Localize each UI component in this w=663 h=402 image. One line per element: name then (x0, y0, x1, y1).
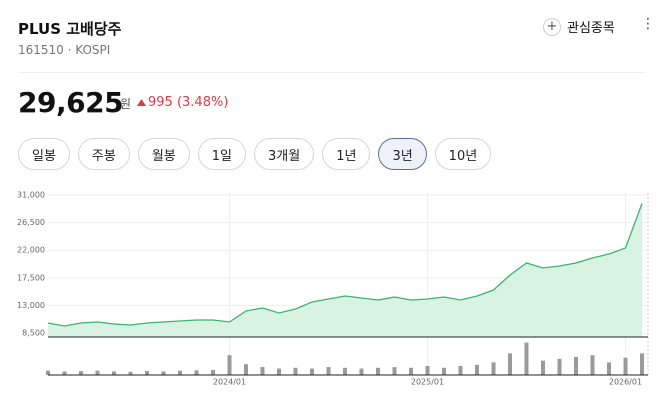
volume-bar (244, 364, 248, 375)
volume-bar (623, 357, 628, 375)
volume-bar (161, 371, 166, 375)
period-tabs: 일봉 주봉 월봉 1일 3개월 1년 3년 10년 (18, 138, 492, 170)
y-tick-label: 13,000 (17, 301, 45, 310)
period-tab[interactable]: 1년 (322, 138, 371, 170)
period-tab[interactable]: 10년 (434, 138, 492, 170)
volume-bar (590, 355, 595, 375)
volume-bar (409, 367, 413, 375)
volume-bar (46, 370, 50, 375)
divider (18, 72, 645, 73)
y-tick-label: 26,500 (17, 218, 45, 227)
y-tick-label: 31,000 (17, 191, 45, 200)
watch-button[interactable]: + 관심종목 (543, 17, 615, 36)
price-line (47, 203, 643, 327)
volume-bar (310, 368, 314, 375)
period-tab[interactable]: 1일 (197, 138, 246, 170)
volume-bar (508, 353, 512, 375)
volume-bar (178, 370, 182, 375)
code: 161510 · KOSPI (18, 43, 111, 57)
volume-bar (326, 367, 331, 375)
volume-bar (557, 358, 562, 375)
x-tick-label: 2025/01 (411, 378, 444, 387)
volume-bar (145, 371, 149, 375)
price-unit: 원 (120, 97, 132, 111)
volume-bar (541, 360, 545, 375)
change-text: 995 (3.48%) (148, 95, 229, 110)
volume-bar (277, 368, 281, 375)
volume-bar (574, 357, 578, 375)
volume-bar (640, 353, 644, 375)
period-tab[interactable]: 월봉 (137, 138, 190, 170)
volume-bar (194, 370, 199, 375)
volume-bar (524, 342, 529, 375)
x-tick-label: 2026/01 (609, 378, 642, 387)
chart: 8,500 13,000 17,500 22,000 26,500 31,000 2024/… (17, 191, 649, 387)
period-tab[interactable]: 3개월 (254, 138, 315, 170)
price: 29,625 (18, 86, 124, 119)
volume-bar (260, 367, 265, 375)
plus-icon: + (543, 17, 561, 36)
volume-bar (425, 366, 430, 375)
period-tab[interactable]: 3년 (378, 138, 427, 170)
volume-bar (211, 369, 215, 375)
volume-bar (112, 371, 116, 375)
y-tick-label: 22,000 (17, 246, 45, 255)
period-tab[interactable]: 주봉 (77, 138, 130, 170)
price-area (48, 203, 642, 337)
volume-bar (475, 364, 479, 375)
volume-bar (128, 371, 133, 375)
volume-bar (343, 367, 347, 375)
volume-bar (392, 367, 397, 375)
volume-bar (62, 371, 67, 375)
volume-bar (95, 370, 100, 375)
volume-bar (79, 371, 83, 375)
volume-bar (293, 367, 298, 375)
watch-label: 관심종목 (567, 21, 615, 36)
volume-bar (458, 366, 463, 375)
x-tick-label: 2024/01 (213, 378, 246, 387)
up-icon (137, 98, 146, 106)
volume-bar (442, 367, 446, 375)
volume-bar (607, 362, 611, 375)
y-tick-label: 8,500 (22, 329, 45, 338)
volume-bar (359, 368, 364, 375)
period-tab[interactable]: 일봉 (18, 138, 70, 170)
more-menu[interactable]: ⋮ (641, 16, 655, 32)
price-change: 995 (3.48%) (137, 95, 228, 110)
volume-bar (376, 367, 380, 375)
y-tick-label: 17,500 (17, 273, 45, 282)
title: PLUS 고배당주 (18, 20, 122, 38)
volume-bar (227, 355, 232, 375)
volume-bar (491, 362, 496, 375)
